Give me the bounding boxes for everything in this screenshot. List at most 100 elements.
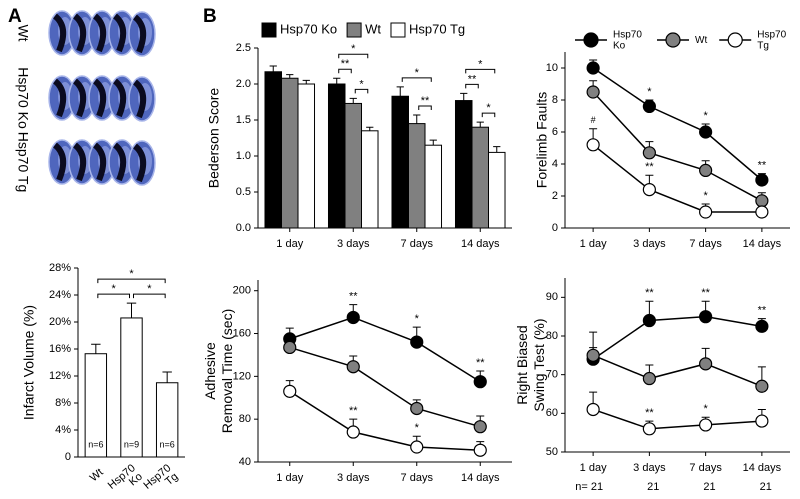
y-tick-label: 80: [546, 330, 558, 342]
series-line: [289, 316, 481, 383]
significance-label: *: [703, 403, 708, 415]
x-tick-label: 3 days: [337, 472, 370, 484]
point: [473, 443, 487, 457]
y-tick-label: 0.0: [236, 222, 251, 234]
significance-label: *: [415, 313, 420, 325]
point: [473, 375, 487, 389]
y-axis-label: Removal Time (sec): [219, 309, 235, 433]
brain-label: Hsp70 Tg: [15, 132, 31, 192]
n-label: n=6: [88, 439, 103, 449]
point: [699, 310, 713, 324]
error-bar: [429, 139, 437, 146]
significance-bracket: [338, 53, 369, 59]
significance-bracket: [465, 68, 496, 74]
significance-label: **: [349, 291, 358, 303]
legend-swatch: [261, 22, 277, 38]
y-tick-label: 4%: [55, 424, 71, 436]
significance-bracket: [97, 278, 166, 284]
series-line: [592, 408, 762, 430]
y-tick-label: 80: [239, 413, 251, 425]
error-bar: [269, 65, 277, 72]
bar: [344, 102, 363, 229]
significance-bracket: [401, 77, 432, 82]
series-line: [592, 91, 763, 202]
point: [699, 205, 713, 219]
y-tick-label: 60: [546, 407, 558, 419]
significance-label: **: [701, 287, 710, 299]
legend-label: Wt: [695, 35, 707, 46]
y-tick-label: 160: [233, 327, 251, 339]
legend-label: Hsp70 Tg: [757, 29, 786, 51]
x-tick-label: 7 days: [689, 462, 722, 474]
x-tick-label: Wt: [88, 466, 106, 484]
brain-row: [49, 76, 155, 121]
point: [586, 138, 600, 152]
y-tick-label: 8: [552, 94, 558, 106]
significance-label: *: [478, 58, 483, 70]
x-tick-label: 7 days: [689, 238, 722, 250]
legend-label: Wt: [365, 21, 381, 36]
significance-label: *: [703, 190, 708, 202]
significance-label: *: [415, 67, 420, 79]
point: [755, 173, 769, 187]
panel-label: B: [203, 6, 217, 27]
significance-bracket: [133, 293, 166, 299]
bar: [488, 151, 506, 229]
point: [346, 425, 360, 439]
y-tick-label: 0: [552, 222, 558, 234]
y-tick-label: 70: [546, 369, 558, 381]
x-tick-label: 1 day: [276, 472, 303, 484]
significance-label: **: [341, 58, 350, 70]
bar: [424, 144, 443, 229]
y-tick-label: 120: [233, 370, 251, 382]
point: [346, 310, 360, 325]
series-line: [592, 315, 763, 360]
point: [642, 422, 656, 436]
legend-label: Hsp70 Ko: [613, 29, 642, 51]
n-label: n=6: [160, 439, 175, 449]
x-tick-label: 3 days: [337, 238, 370, 250]
x-tick-label: 14 days: [461, 238, 500, 250]
brain-label: Wt: [15, 24, 31, 41]
point: [642, 371, 656, 386]
bar: [361, 130, 379, 229]
x-tick-label: 14 days: [743, 238, 782, 250]
n-label: 21: [703, 481, 715, 493]
error-bar: [396, 86, 404, 97]
error-bar: [493, 146, 501, 153]
bar: [454, 100, 473, 229]
y-tick-label: 12%: [49, 370, 71, 382]
x-tick-label: 1 day: [276, 238, 303, 250]
point: [755, 205, 769, 219]
x-tick-label: 14 days: [743, 462, 782, 474]
brain-row: [49, 140, 155, 185]
bar: [280, 77, 299, 229]
y-tick-label: 10: [546, 62, 558, 74]
series-line: [592, 67, 763, 181]
point: [586, 61, 600, 75]
y-tick-label: 20%: [49, 316, 71, 328]
point: [755, 319, 769, 333]
legend-swatch: [346, 22, 362, 38]
point: [642, 99, 656, 114]
significance-bracket: [465, 83, 479, 89]
significance-label: *: [112, 283, 117, 295]
point: [699, 163, 713, 177]
significance-bracket: [481, 112, 496, 118]
bar: [471, 126, 490, 229]
significance-label: *: [147, 283, 152, 295]
error-bar: [476, 121, 484, 128]
error-bar: [366, 126, 374, 131]
bar: [120, 317, 143, 458]
series-line: [289, 346, 481, 428]
point: [586, 402, 600, 417]
y-tick-label: 16%: [49, 343, 71, 355]
x-tick-label: 3 days: [633, 238, 666, 250]
bar: [391, 95, 409, 229]
brain-label: Hsp70 Ko: [15, 67, 31, 129]
x-tick-label: 1 day: [580, 462, 607, 474]
legend-marker: [665, 32, 681, 48]
significance-label: **: [421, 95, 430, 107]
significance-bracket: [338, 68, 352, 74]
significance-label: **: [758, 305, 767, 317]
